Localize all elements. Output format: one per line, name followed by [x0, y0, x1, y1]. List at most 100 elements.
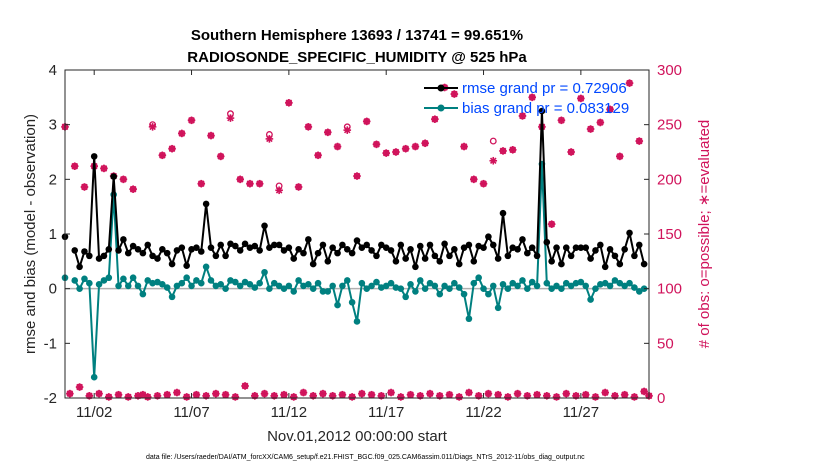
data-point-rmse: [533, 252, 541, 260]
data-point-bias: [217, 280, 225, 288]
obs-evaluated-marker: [577, 94, 585, 103]
obs-evaluated-marker: [66, 389, 74, 398]
data-point-rmse: [100, 252, 108, 260]
data-point-rmse: [178, 244, 186, 251]
data-point-rmse: [553, 244, 560, 251]
data-point-bias: [577, 278, 585, 286]
obs-evaluated-stroke: [528, 94, 536, 101]
obs-evaluated-marker: [411, 142, 420, 151]
y-tick-label: 1: [49, 226, 57, 243]
data-point-bias: [120, 275, 127, 283]
obs-evaluated-marker: [280, 390, 288, 399]
obs-evaluated-marker: [465, 388, 473, 397]
obs-evaluated-marker: [143, 393, 152, 401]
obs-evaluated-stroke: [232, 393, 239, 401]
data-point-rmse: [358, 244, 366, 251]
data-point-rmse: [212, 252, 220, 260]
obs-evaluated-marker: [163, 390, 171, 399]
obs-evaluated-stroke: [100, 165, 108, 172]
data-point-bias: [232, 278, 239, 286]
data-point-rmse: [631, 252, 638, 260]
data-point-bias: [631, 284, 638, 291]
data-point-rmse: [572, 244, 580, 251]
obs-markers: [61, 79, 653, 401]
data-point-rmse: [382, 244, 390, 251]
y-tick-label-right: 0: [657, 390, 665, 407]
data-point-bias: [402, 293, 409, 301]
data-point-rmse: [334, 249, 341, 257]
data-point-bias: [382, 282, 390, 290]
obs-evaluated-stroke: [426, 390, 434, 397]
obs-evaluated-stroke: [339, 391, 346, 399]
data-point-bias: [626, 279, 633, 287]
data-point-rmse: [300, 249, 307, 257]
obs-evaluated-stroke: [519, 112, 526, 120]
y-tick-label-right: 250: [657, 117, 682, 134]
obs-evaluated-stroke: [149, 123, 156, 131]
data-point-rmse: [324, 258, 332, 265]
data-point-rmse: [504, 252, 512, 260]
obs-evaluated-marker: [581, 390, 590, 399]
legend-marker-rmse: [437, 84, 445, 92]
obs-evaluated-stroke: [207, 132, 215, 139]
data-point-bias: [86, 279, 93, 287]
data-point-rmse: [95, 255, 103, 262]
obs-evaluated-marker: [479, 179, 488, 188]
data-point-rmse: [343, 246, 351, 253]
obs-evaluated-marker: [596, 118, 605, 127]
obs-evaluated-marker: [216, 152, 225, 161]
obs-evaluated-stroke: [601, 389, 609, 396]
obs-evaluated-stroke: [597, 119, 604, 126]
y-axis-label-right: # of obs: o=possible; ∗=evaluated: [696, 120, 713, 349]
data-point-rmse: [587, 255, 594, 262]
y-tick-label: -2: [44, 390, 57, 407]
obs-evaluated-stroke: [621, 391, 628, 399]
obs-evaluated-stroke: [387, 389, 395, 396]
legend-label-bias: bias grand pr = 0.083129: [462, 100, 629, 117]
data-point-bias: [348, 299, 356, 306]
data-point-rmse: [105, 246, 113, 253]
data-point-rmse: [524, 249, 531, 257]
obs-evaluated-marker: [304, 123, 313, 131]
obs-evaluated-marker: [392, 148, 400, 156]
data-point-bias: [115, 282, 122, 290]
obs-evaluated-stroke: [66, 390, 74, 397]
data-point-rmse: [193, 244, 200, 251]
obs-evaluated-marker: [445, 390, 454, 399]
obs-evaluated-stroke: [241, 382, 249, 390]
data-point-rmse: [266, 244, 273, 251]
obs-evaluated-marker: [289, 393, 298, 401]
obs-evaluated-marker: [70, 162, 79, 171]
obs-evaluated-marker: [95, 389, 103, 398]
data-point-bias: [504, 285, 512, 292]
obs-evaluated-marker: [406, 390, 415, 399]
data-point-bias: [460, 290, 468, 298]
obs-evaluated-stroke: [212, 390, 220, 397]
obs-evaluated-stroke: [319, 390, 327, 397]
data-point-rmse: [353, 237, 361, 244]
data-point-rmse: [319, 241, 327, 249]
data-point-bias: [485, 290, 492, 298]
data-point-bias: [553, 282, 560, 290]
data-point-rmse: [407, 246, 414, 253]
obs-evaluated-marker: [455, 393, 463, 401]
data-point-bias: [431, 282, 439, 290]
obs-evaluated-stroke: [373, 141, 380, 148]
data-point-bias: [105, 274, 113, 282]
data-point-rmse: [455, 260, 463, 268]
data-point-bias: [451, 279, 458, 287]
obs-evaluated-stroke: [509, 146, 517, 154]
data-point-rmse: [251, 242, 259, 250]
obs-evaluated-stroke: [397, 393, 405, 401]
data-point-rmse: [387, 247, 395, 254]
obs-evaluated-marker: [231, 393, 240, 401]
data-point-bias: [514, 282, 521, 290]
data-point-rmse: [597, 241, 604, 249]
data-point-bias: [426, 279, 434, 287]
data-point-bias: [71, 277, 79, 284]
obs-evaluated-marker: [129, 185, 137, 193]
data-point-rmse: [412, 263, 419, 271]
data-point-bias: [533, 282, 541, 290]
series-line-bias: [73, 163, 645, 379]
obs-evaluated-stroke: [280, 391, 288, 399]
